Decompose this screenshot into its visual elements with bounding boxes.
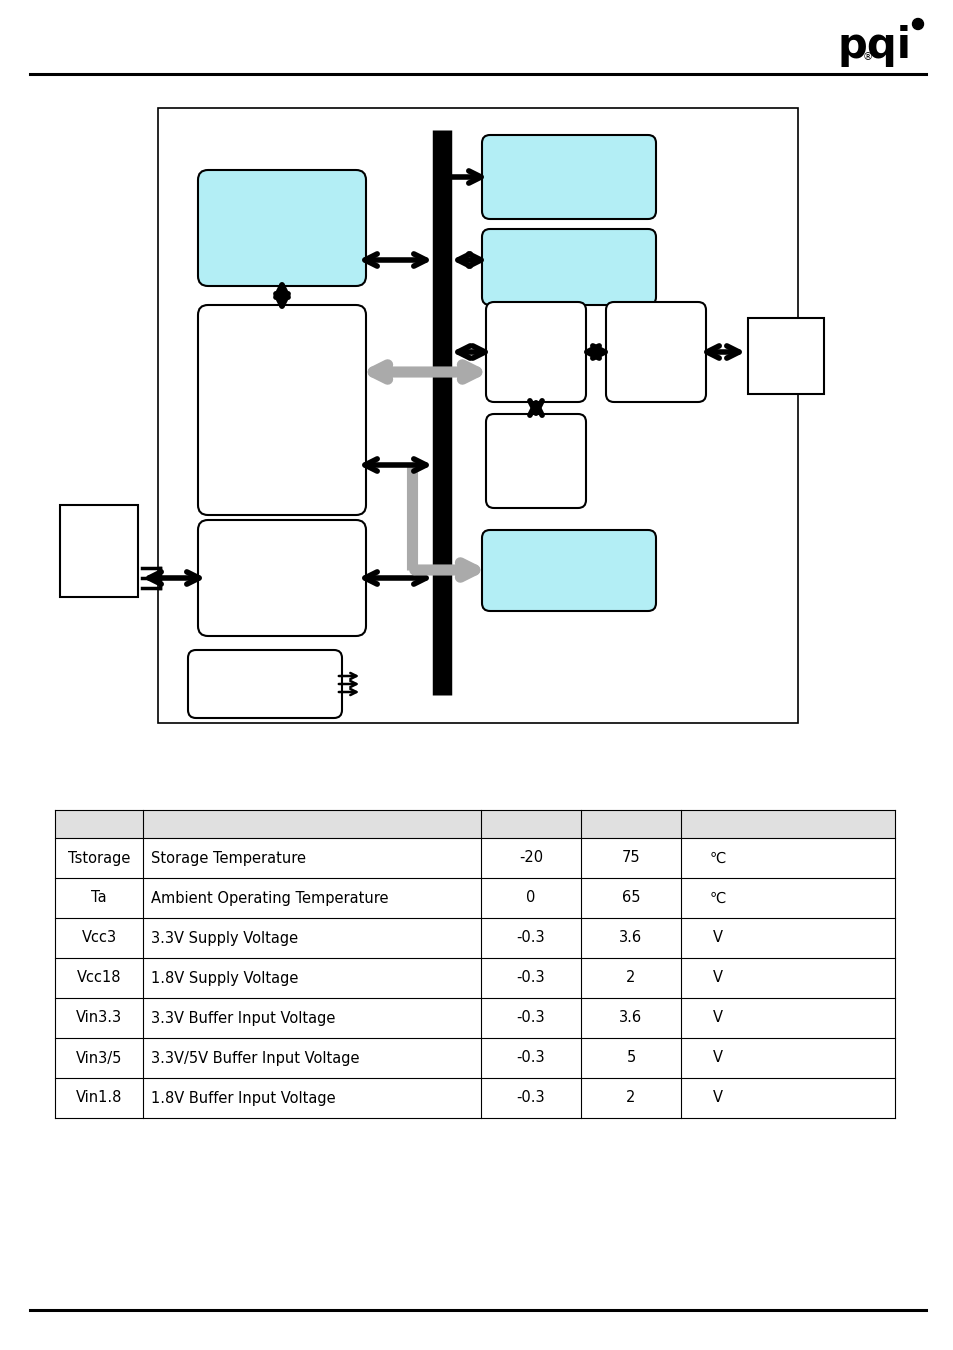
Text: -0.3: -0.3 — [517, 930, 545, 945]
FancyBboxPatch shape — [481, 135, 656, 219]
FancyBboxPatch shape — [188, 649, 341, 718]
Text: Ambient Operating Temperature: Ambient Operating Temperature — [151, 891, 388, 906]
Text: ®: ® — [862, 53, 872, 62]
Text: V: V — [712, 1091, 722, 1106]
Text: 3.3V Supply Voltage: 3.3V Supply Voltage — [151, 930, 297, 945]
Bar — [55, 918, 894, 958]
Text: Vcc18: Vcc18 — [76, 971, 121, 986]
FancyBboxPatch shape — [485, 414, 585, 508]
Bar — [55, 958, 894, 998]
Bar — [55, 838, 894, 878]
Text: -0.3: -0.3 — [517, 1011, 545, 1026]
Text: Storage Temperature: Storage Temperature — [151, 850, 306, 865]
Text: 3.3V Buffer Input Voltage: 3.3V Buffer Input Voltage — [151, 1011, 335, 1026]
FancyBboxPatch shape — [481, 230, 656, 305]
Text: Ta: Ta — [91, 891, 107, 906]
Text: 3.3V/5V Buffer Input Voltage: 3.3V/5V Buffer Input Voltage — [151, 1050, 359, 1065]
Bar — [60, 505, 138, 597]
Bar — [158, 108, 797, 724]
Text: -20: -20 — [518, 850, 542, 865]
Text: Tstorage: Tstorage — [68, 850, 130, 865]
Text: -0.3: -0.3 — [517, 1091, 545, 1106]
Text: 65: 65 — [621, 891, 639, 906]
Circle shape — [911, 19, 923, 30]
Bar — [55, 878, 894, 918]
Text: Vin1.8: Vin1.8 — [75, 1091, 122, 1106]
Text: 2: 2 — [626, 971, 635, 986]
Bar — [55, 1038, 894, 1079]
FancyBboxPatch shape — [605, 302, 705, 402]
FancyBboxPatch shape — [198, 520, 366, 636]
Bar — [55, 998, 894, 1038]
Text: 5: 5 — [626, 1050, 635, 1065]
Text: pqi: pqi — [837, 26, 911, 68]
Text: V: V — [712, 930, 722, 945]
Text: V: V — [712, 1011, 722, 1026]
Text: 3.6: 3.6 — [618, 930, 642, 945]
Text: -0.3: -0.3 — [517, 971, 545, 986]
FancyBboxPatch shape — [198, 305, 366, 514]
FancyBboxPatch shape — [198, 170, 366, 286]
Text: 0: 0 — [526, 891, 536, 906]
Bar — [55, 810, 894, 838]
Text: Vin3.3: Vin3.3 — [76, 1011, 122, 1026]
Text: 1.8V Supply Voltage: 1.8V Supply Voltage — [151, 971, 298, 986]
Text: Vcc3: Vcc3 — [81, 930, 116, 945]
FancyBboxPatch shape — [485, 302, 585, 402]
Text: -0.3: -0.3 — [517, 1050, 545, 1065]
Bar — [747, 319, 823, 394]
FancyBboxPatch shape — [481, 531, 656, 612]
Text: V: V — [712, 971, 722, 986]
Text: 2: 2 — [626, 1091, 635, 1106]
Text: ℃: ℃ — [709, 891, 725, 906]
Bar — [55, 1079, 894, 1118]
Text: ℃: ℃ — [709, 850, 725, 865]
Text: 1.8V Buffer Input Voltage: 1.8V Buffer Input Voltage — [151, 1091, 335, 1106]
Text: 75: 75 — [621, 850, 639, 865]
Text: V: V — [712, 1050, 722, 1065]
Text: Vin3/5: Vin3/5 — [75, 1050, 122, 1065]
Text: 3.6: 3.6 — [618, 1011, 642, 1026]
